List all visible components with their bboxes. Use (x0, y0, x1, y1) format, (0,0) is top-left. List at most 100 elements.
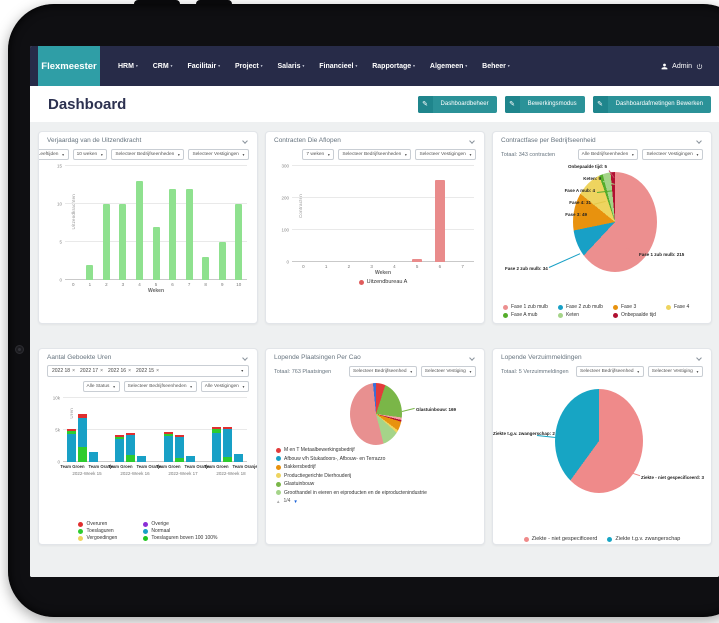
remove-tag-icon[interactable]: × (156, 368, 159, 374)
nav-item-salaris[interactable]: Salaris ▾ (278, 63, 305, 70)
nav-item-project[interactable]: Project ▾ (235, 63, 263, 70)
dropdown-select[interactable]: Alle Status ▼ (82, 381, 120, 392)
legend-item[interactable]: M en T Metaalbewerkingsbedrijf (276, 447, 474, 453)
x-tick-labels: 0 1 2 3 4 5 6 7 (292, 264, 474, 269)
nav-item-beheer[interactable]: Beheer ▾ (482, 63, 510, 70)
tag-label: 2022 16 (108, 368, 127, 374)
collapse-chevron-icon[interactable] (696, 137, 702, 144)
remove-tag-icon[interactable]: × (100, 368, 103, 374)
bar-segment (89, 452, 98, 462)
nav-item-crm[interactable]: CRM ▾ (153, 63, 173, 70)
verzuim-pie-chart[interactable]: Ziekte t.g.v. zwangerschap: 2 Ziekte - ni… (493, 381, 711, 533)
chevron-down-icon: ▼ (409, 369, 413, 374)
legend-item[interactable]: Vergoedingen (78, 535, 117, 541)
legend-item[interactable]: Normaal (143, 528, 217, 534)
dropdown-select[interactable]: Selecteer Bedrijfseenhed ▼ (576, 366, 644, 377)
bar-segment (163, 433, 173, 436)
dropdown-select[interactable]: Selecteer Vestigingen ▼ (188, 149, 249, 160)
dropdown-select[interactable]: Selecteer Bedrijfseenhed ▼ (349, 366, 417, 377)
legend-item[interactable]: Productiegerichte Dierhouderij (276, 473, 474, 479)
nav-item-algemeen[interactable]: Algemeen ▾ (430, 63, 467, 70)
legend-item[interactable]: Afbouw v/h Stukadoors-, Afbouw- en Terra… (276, 456, 474, 462)
dropdown-select[interactable]: Selecteer Vestiging ▼ (420, 366, 476, 377)
dropdown-select[interactable]: Alle Vestigingen ▼ (200, 381, 249, 392)
collapse-chevron-icon[interactable] (242, 137, 248, 144)
stacked-bar (174, 435, 184, 462)
nav-item-rapportage[interactable]: Rapportage ▾ (372, 63, 415, 70)
panel-title: Contractfase per Bedrijfseenheid (501, 137, 596, 144)
hours-stacked-chart[interactable]: Uren 0 5k 10k Team Groen Team Oranje 2022-Week… (39, 396, 257, 518)
legend-item[interactable]: Keten (557, 312, 603, 318)
gridline (65, 165, 247, 166)
header-action-button[interactable]: ✎ Bewerkingsmodus (504, 95, 585, 113)
legend-item[interactable]: Overuren (78, 521, 117, 527)
team-label: Team Groen (108, 464, 133, 469)
header-action-button[interactable]: ✎ Dashboardbeheer (417, 95, 497, 113)
collapse-chevron-icon[interactable] (469, 137, 475, 144)
dropdown-select[interactable]: Selecteer Bedrijfseenheden ▼ (123, 381, 197, 392)
select-value: Selecteer Bedrijfseenhed (580, 369, 634, 374)
gridline (292, 197, 474, 198)
legend-item[interactable]: Onbepaalde tijd (612, 312, 656, 318)
pager-up-icon[interactable]: ▲ (276, 498, 281, 504)
bar-group (67, 398, 98, 462)
brand-logo[interactable]: Flexmeester (38, 46, 100, 86)
legend-item[interactable]: Fase 4 (665, 304, 689, 310)
selected-week-tag: 2022 16 × (108, 368, 131, 374)
dropdown-select[interactable]: Alle Leeftijden▼ (39, 149, 69, 160)
power-icon[interactable] (696, 63, 703, 70)
legend-item[interactable]: Ziekte - niet gespecificeerd (523, 536, 597, 542)
bar (235, 204, 243, 280)
bar-segment (115, 438, 125, 462)
chevron-down-icon: ▾ (465, 64, 468, 68)
week-label: 2022-Week 17 (168, 471, 198, 476)
bar-cell (82, 166, 99, 280)
dropdown-select[interactable]: Selecteer Vestigingen ▼ (415, 149, 476, 160)
remove-tag-icon[interactable]: × (72, 368, 75, 374)
legend-item[interactable]: Glastuinbouw (276, 481, 474, 487)
legend-item[interactable]: Fase 2 zub mulb (557, 304, 603, 310)
pager-down-icon[interactable]: ▼ (293, 498, 298, 504)
remove-tag-icon[interactable]: × (128, 368, 131, 374)
nav-user-area[interactable]: Admin (661, 46, 703, 86)
legend-item[interactable]: Groothandel in eieren en eiproducten en … (276, 490, 474, 496)
contracts-bar-chart[interactable]: Contracten 0 100 200 300 0 1 2 3 4 5 6 7 Weken Uitzend… (266, 164, 484, 323)
dropdown-select[interactable]: 7 weken ▼ (302, 149, 335, 160)
team-labels: Team Groen Team Oranje (108, 464, 161, 469)
dropdown-select[interactable]: 10 weken ▼ (72, 149, 108, 160)
stacked-bar (185, 455, 195, 462)
contractfase-pie-chart[interactable]: Onbepaalde tijd: 5 Keten: 9 Fase A mub: 4 F… (493, 164, 711, 302)
legend-item[interactable]: Ziekte t.g.v. zwangerschap (607, 536, 680, 542)
legend-item[interactable]: Fase 1 zub mulb (503, 304, 548, 310)
dropdown-select[interactable]: Selecteer Vestigingen ▼ (642, 149, 703, 160)
birthday-bar-chart[interactable]: Uitzendkrachten 0 5 10 15 0 1 2 3 4 5 6 7 8 9 10 Weken (39, 164, 257, 323)
nav-item-financieel[interactable]: Financieel ▾ (319, 63, 357, 70)
chevron-down-icon: ▼ (631, 152, 635, 157)
legend-item[interactable]: Fase 3 (612, 304, 656, 310)
selected-week-tag: 2022 15 × (136, 368, 159, 374)
nav-item-facilitair[interactable]: Facilitair ▾ (187, 63, 220, 70)
legend-item[interactable]: Toeslaguren (78, 528, 117, 534)
dropdown-select[interactable]: Selecteer Vestiging ▼ (647, 366, 703, 377)
chevron-down-icon: ▾ (302, 64, 305, 68)
header-action-button[interactable]: ✎ Dashboardafmetingen Bewerken (592, 95, 711, 113)
dropdown-select[interactable]: Selecteer Bedrijfseenheden ▼ (338, 149, 412, 160)
legend-item[interactable]: Uitzendbureau A (358, 279, 407, 285)
legend-item[interactable]: Fase A mub (503, 312, 548, 318)
legend-item[interactable]: Bakkersbedrijf (276, 464, 474, 470)
collapse-chevron-icon[interactable] (242, 354, 248, 361)
bar (218, 242, 226, 280)
bar (169, 188, 177, 280)
legend-item[interactable]: Toeslaguren boven 100 100% (143, 535, 218, 541)
collapse-chevron-icon[interactable] (696, 354, 702, 361)
dropdown-select[interactable]: Alle Bedrijfseenheden ▼ (577, 149, 639, 160)
legend-item[interactable]: Overige (143, 521, 217, 527)
nav-item-label: Financieel (319, 62, 354, 70)
cao-pie-chart[interactable]: Glastuinbouw: 169 (266, 381, 484, 447)
week-multiselect[interactable]: 2022 18 × 2022 17 × 2022 16 × 2022 15 × ▼ (47, 365, 249, 377)
y-tick-label: 15 (56, 163, 62, 169)
dropdown-select[interactable]: Selecteer Bedrijfseenheden ▼ (111, 149, 185, 160)
collapse-chevron-icon[interactable] (469, 354, 475, 361)
header-buttons: ✎ Dashboardbeheer ✎ Bewerkingsmodus ✎ Dashboa… (417, 95, 711, 113)
nav-item-hrm[interactable]: HRM ▾ (118, 63, 138, 70)
